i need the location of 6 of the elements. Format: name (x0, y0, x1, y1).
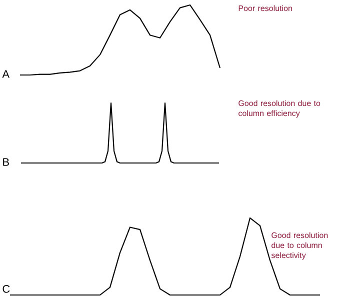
annotation: Good resolution due to column selectivity (271, 232, 328, 260)
text: Poor resolution (238, 5, 292, 12)
text: Good resolution due to column efficiency (238, 100, 320, 118)
text: A (2, 70, 10, 78)
text: B (3, 158, 9, 166)
annotation: C (2, 285, 10, 293)
